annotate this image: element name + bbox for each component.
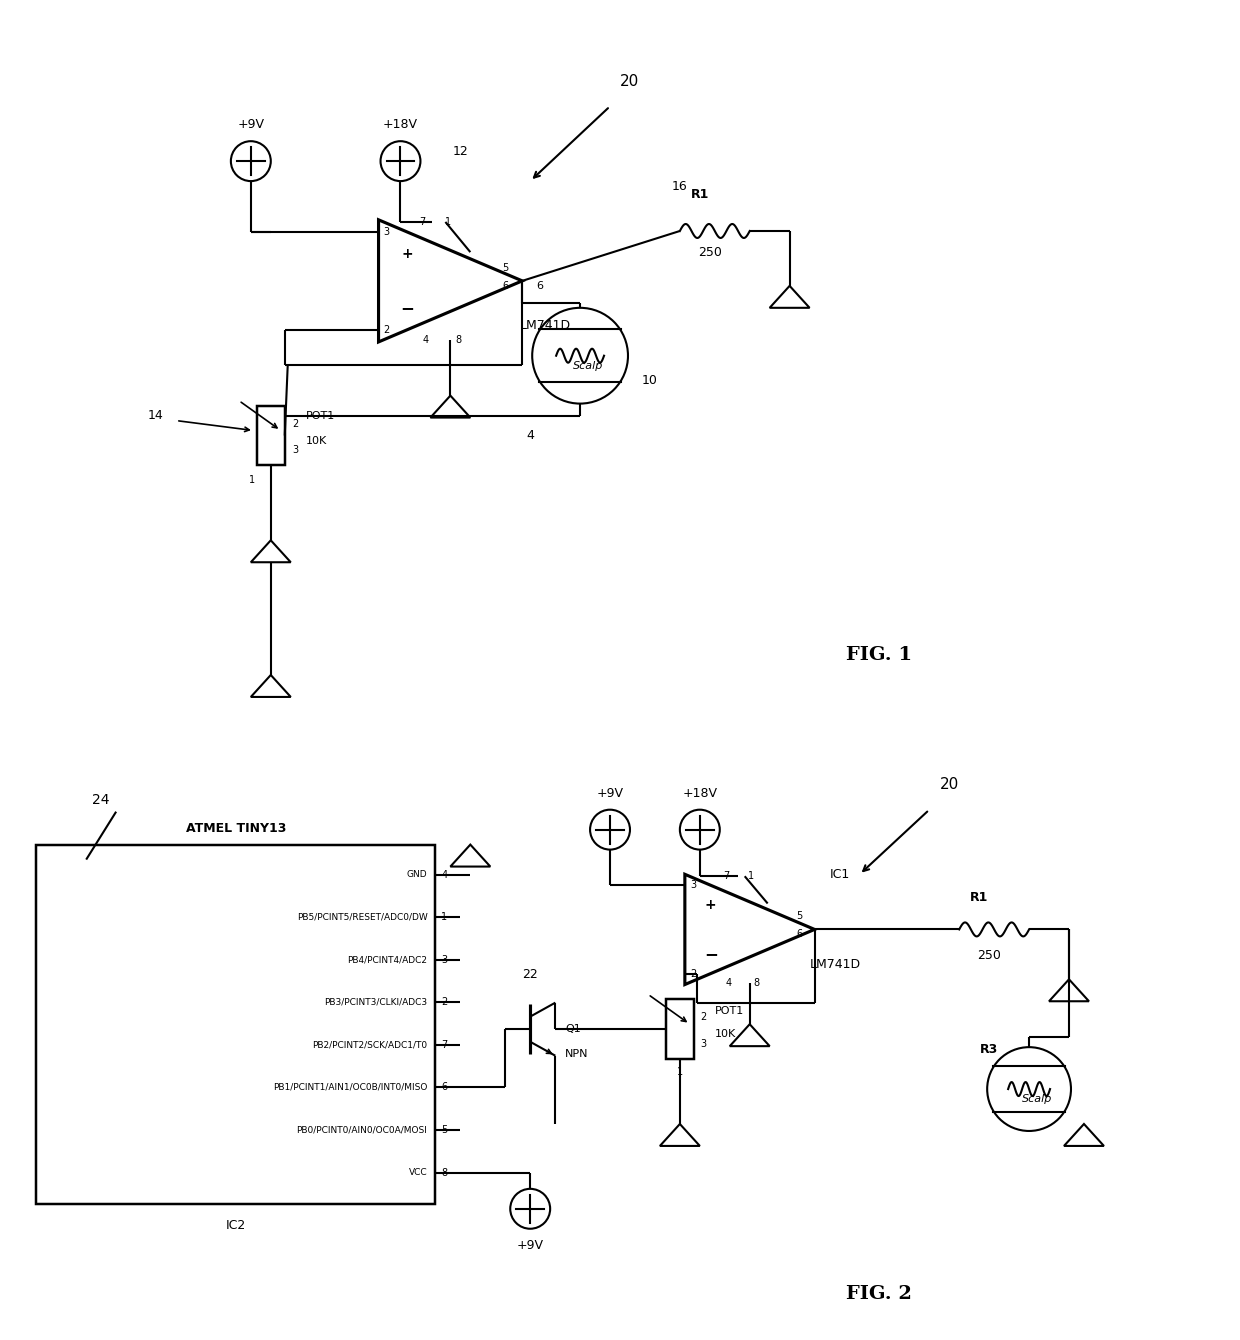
- Text: PB5/PCINT5/RESET/ADC0/DW: PB5/PCINT5/RESET/ADC0/DW: [296, 913, 428, 922]
- Text: 3: 3: [699, 1038, 706, 1049]
- Text: 10K: 10K: [306, 436, 327, 445]
- Text: 7: 7: [441, 1040, 448, 1049]
- Text: IC2: IC2: [226, 1219, 246, 1231]
- Text: 6: 6: [796, 930, 802, 939]
- Text: 2: 2: [689, 969, 696, 978]
- Text: 10: 10: [642, 374, 658, 387]
- Text: 2: 2: [383, 324, 389, 335]
- Text: 8: 8: [754, 978, 760, 988]
- Text: R1: R1: [970, 891, 988, 904]
- Text: +: +: [402, 247, 413, 260]
- Text: ATMEL TINY13: ATMEL TINY13: [186, 821, 286, 835]
- Text: +9V: +9V: [237, 118, 264, 131]
- Text: 14: 14: [148, 409, 164, 422]
- Text: Q1: Q1: [565, 1024, 580, 1034]
- Text: 3: 3: [441, 954, 448, 965]
- Text: 8: 8: [441, 1167, 448, 1178]
- Text: LM741D: LM741D: [810, 958, 861, 971]
- Text: R3: R3: [980, 1043, 998, 1056]
- Text: 250: 250: [698, 247, 722, 259]
- Text: 6: 6: [441, 1083, 448, 1092]
- Text: 1: 1: [249, 476, 255, 485]
- Text: 2: 2: [441, 997, 448, 1008]
- Text: PB0/PCINT0/AIN0/OC0A/MOSI: PB0/PCINT0/AIN0/OC0A/MOSI: [296, 1126, 428, 1135]
- Text: 8: 8: [455, 335, 461, 344]
- Text: 3: 3: [293, 445, 299, 456]
- Text: POT1: POT1: [306, 410, 335, 421]
- Bar: [666, 1000, 694, 1059]
- Text: 4: 4: [725, 978, 732, 988]
- Text: PB3/PCINT3/CLKI/ADC3: PB3/PCINT3/CLKI/ADC3: [325, 998, 428, 1006]
- Text: 22: 22: [522, 967, 538, 981]
- Text: PB4/PCINT4/ADC2: PB4/PCINT4/ADC2: [347, 955, 428, 965]
- Text: 7: 7: [419, 217, 425, 226]
- Text: 1: 1: [445, 217, 451, 226]
- Text: −: −: [704, 945, 718, 963]
- Text: 4: 4: [423, 335, 429, 344]
- Text: 10K: 10K: [714, 1029, 737, 1040]
- Text: GND: GND: [407, 870, 428, 879]
- Text: 5: 5: [441, 1126, 448, 1135]
- Text: 5: 5: [502, 263, 508, 273]
- Text: PB1/PCINT1/AIN1/OC0B/INT0/MISO: PB1/PCINT1/AIN1/OC0B/INT0/MISO: [273, 1083, 428, 1092]
- Text: 20: 20: [620, 74, 640, 88]
- Text: 1: 1: [677, 1067, 683, 1077]
- Text: 12: 12: [453, 145, 469, 158]
- Text: 5: 5: [796, 911, 802, 922]
- Text: VCC: VCC: [409, 1168, 428, 1177]
- Bar: [257, 406, 285, 465]
- Text: 1: 1: [441, 913, 448, 922]
- Text: +9V: +9V: [596, 787, 624, 800]
- Text: 6: 6: [537, 281, 543, 291]
- Text: 1: 1: [748, 871, 754, 882]
- Text: 2: 2: [699, 1012, 706, 1022]
- Text: 6: 6: [502, 281, 508, 291]
- Text: R1: R1: [691, 188, 709, 201]
- Text: 20: 20: [940, 777, 959, 792]
- Text: IC1: IC1: [830, 868, 849, 880]
- Text: POT1: POT1: [714, 1006, 744, 1016]
- Text: 24: 24: [93, 793, 110, 807]
- Text: −: −: [401, 299, 414, 318]
- Text: 250: 250: [977, 949, 1001, 962]
- Text: +18V: +18V: [383, 118, 418, 131]
- Text: LM741D: LM741D: [521, 319, 572, 332]
- Text: 3: 3: [383, 226, 389, 237]
- Text: +9V: +9V: [517, 1238, 543, 1252]
- Text: Scalp: Scalp: [1022, 1093, 1053, 1104]
- Text: PB2/PCINT2/SCK/ADC1/T0: PB2/PCINT2/SCK/ADC1/T0: [312, 1040, 428, 1049]
- Text: FIG. 2: FIG. 2: [847, 1285, 913, 1302]
- Text: 16: 16: [672, 180, 688, 193]
- Text: 4: 4: [441, 870, 448, 879]
- Text: FIG. 1: FIG. 1: [847, 646, 913, 665]
- Text: 4: 4: [526, 429, 534, 442]
- Text: +: +: [706, 898, 717, 911]
- Text: +18V: +18V: [682, 787, 717, 800]
- Text: Scalp: Scalp: [573, 360, 603, 371]
- Text: 7: 7: [723, 871, 730, 882]
- Text: 2: 2: [293, 418, 299, 429]
- Bar: [36, 844, 435, 1203]
- Text: 3: 3: [689, 880, 696, 890]
- Text: NPN: NPN: [565, 1049, 589, 1059]
